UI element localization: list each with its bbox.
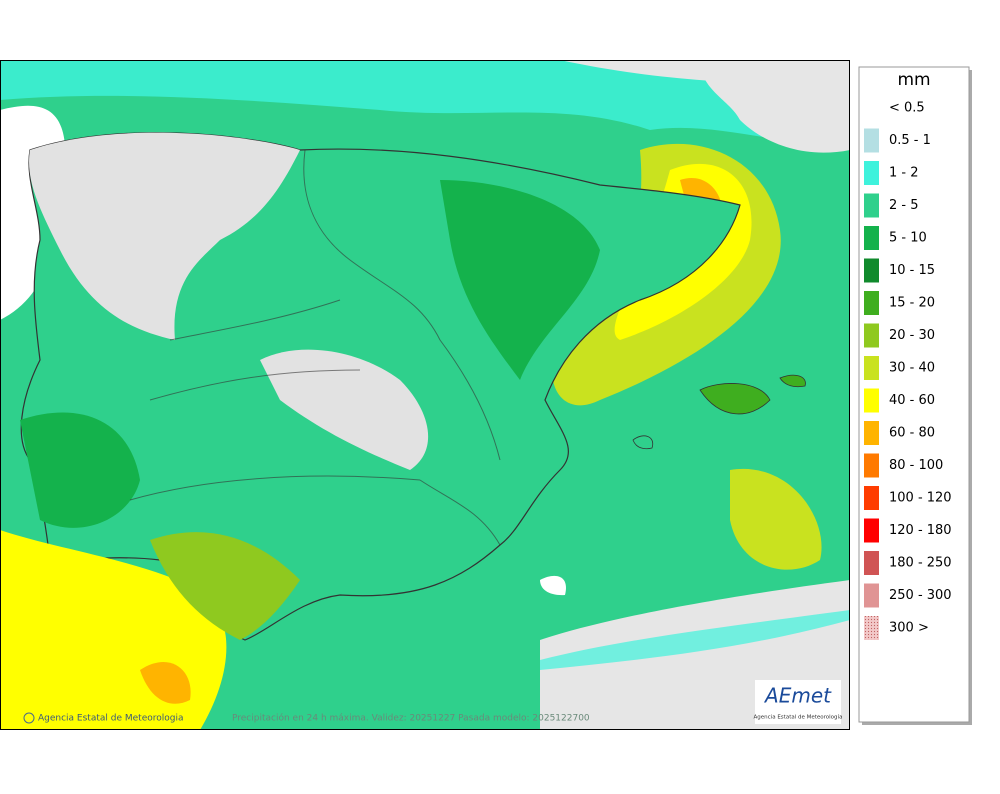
legend-label: 2 - 5 [889,198,919,213]
legend-swatch [864,193,879,218]
balearic-rain [730,468,822,570]
legend-label: 15 - 20 [889,296,935,311]
france-land [700,60,850,153]
region-borders [129,149,501,546]
legend-label: 1 - 2 [889,166,919,181]
legend-label: 120 - 180 [889,523,952,538]
legend: mm < 0.5 0.5 - 1 1 - 2 2 - 5 5 - 10 10 - 15 15… [858,66,972,725]
credit: Agencia Estatal de Meteorologia [38,714,184,724]
legend-swatch [864,583,879,608]
logo-box [755,680,841,724]
legend-swatch [864,486,879,510]
caption: Precipitación en 24 h máxima. Validez: 2… [232,713,590,724]
legend-swatch [864,258,879,283]
legend-swatch [864,518,879,543]
central-dry [260,349,429,470]
andalusia-rain [150,532,300,640]
legend-swatch [864,388,879,413]
legend-swatch [864,453,879,478]
legend-label: 5 - 10 [889,231,927,246]
cyan-north [0,60,850,143]
northwest-dry [29,132,301,340]
legend-label: 60 - 80 [889,426,935,441]
map: Agencia Estatal de Meteorologia Precipit… [0,60,850,730]
alboran-dry [540,575,566,596]
africa-coast [540,610,850,670]
legend-label: 0.5 - 1 [889,133,931,148]
legend-swatch [864,226,879,250]
menorca [779,374,806,388]
ibiza [632,435,654,450]
map-frame [0,60,850,730]
legend-label: 300 > [889,621,929,636]
portugal-rain [20,412,140,528]
ebro-rain [440,180,600,380]
legend-label: 80 - 100 [889,458,943,473]
legend-swatch [864,291,879,315]
legend-label: 100 - 120 [889,491,952,506]
legend-swatch [864,551,879,575]
legend-swatch [864,161,879,185]
logo-name: AEmet [763,684,832,708]
legend-swatch [864,421,879,445]
legend-label: 30 - 40 [889,361,935,376]
legend-label: 20 - 30 [889,328,935,343]
legend-swatch [864,128,879,153]
legend-title: mm [897,70,930,90]
legend-swatch [864,323,879,348]
logo-subtitle: Agencia Estatal de Meteorología [754,714,843,721]
mallorca [699,383,771,415]
legend-label: 250 - 300 [889,588,952,603]
copyright-icon [23,712,35,724]
legend-label: 40 - 60 [889,393,935,408]
legend-label: 10 - 15 [889,263,935,278]
legend-label: < 0.5 [889,101,925,116]
legend-swatch-pattern [864,616,879,640]
gulf-orange [140,661,191,704]
legend-swatch [864,356,879,380]
legend-label: 180 - 250 [889,556,952,571]
